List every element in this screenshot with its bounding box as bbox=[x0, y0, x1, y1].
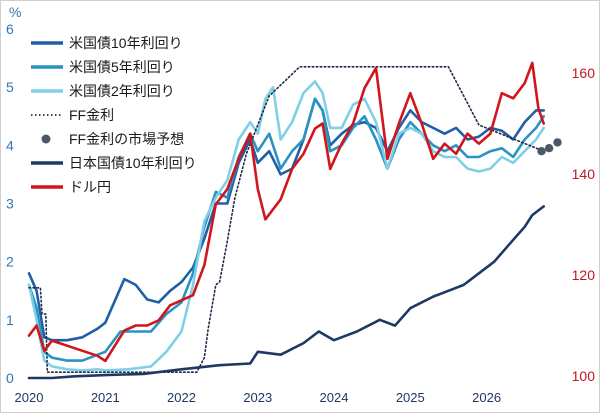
right-tick-label: 160 bbox=[572, 65, 596, 81]
x-tick-label: 2020 bbox=[15, 390, 44, 405]
x-tick-label: 2026 bbox=[472, 390, 501, 405]
series-2-line bbox=[27, 97, 546, 362]
series-layer bbox=[27, 61, 562, 380]
legend-item: 米国債2年利回り bbox=[31, 83, 175, 99]
x-tick-label: 2025 bbox=[396, 390, 425, 405]
right-tick-label: 120 bbox=[572, 267, 596, 283]
series-1-line bbox=[27, 97, 546, 342]
left-tick-label: 1 bbox=[6, 312, 14, 328]
left-tick-label: 0 bbox=[6, 370, 14, 386]
x-tick-label: 2024 bbox=[320, 390, 349, 405]
legend-item: 米国債10年利回り bbox=[31, 35, 183, 51]
forecast-point bbox=[544, 144, 554, 153]
x-tick-label: 2023 bbox=[243, 390, 272, 405]
legend-marker bbox=[41, 134, 51, 144]
left-tick-label: 2 bbox=[6, 254, 14, 270]
legend-item: FF金利 bbox=[31, 107, 114, 123]
right-tick-label: 100 bbox=[572, 368, 596, 384]
left-tick-label: 6 bbox=[6, 21, 14, 37]
right-tick-label: 140 bbox=[572, 166, 596, 182]
x-tick-label: 2021 bbox=[91, 390, 120, 405]
series-6-line bbox=[27, 61, 546, 363]
left-axis-unit: % bbox=[9, 4, 21, 20]
forecast-point bbox=[537, 147, 546, 156]
series-3-line bbox=[27, 80, 546, 372]
x-axis-ticks: 2020 2021 2022 2023 2024 2025 2026 bbox=[15, 390, 502, 405]
legend-label: 米国債5年利回り bbox=[69, 59, 175, 75]
legend-item: FF金利の市場予想 bbox=[41, 131, 184, 147]
legend-item: 日本国債10年利回り bbox=[31, 155, 197, 171]
x-tick-label: 2022 bbox=[167, 390, 196, 405]
legend-item: ドル円 bbox=[31, 179, 111, 195]
legend-item: 米国債5年利回り bbox=[31, 59, 175, 75]
legend-label: 日本国債10年利回り bbox=[69, 155, 197, 171]
right-axis-ticks: 100 120 140 160 bbox=[572, 65, 596, 384]
legend-label: 米国債2年利回り bbox=[69, 83, 175, 99]
left-tick-label: 3 bbox=[6, 196, 14, 212]
left-tick-label: 4 bbox=[6, 137, 14, 153]
legend-label: FF金利 bbox=[69, 107, 114, 123]
left-axis-ticks: 0 1 2 3 4 5 6 bbox=[6, 21, 14, 386]
series-5-line bbox=[27, 205, 546, 380]
forecast-point bbox=[553, 138, 562, 147]
legend-label: 米国債10年利回り bbox=[69, 35, 183, 51]
legend-label: FF金利の市場予想 bbox=[69, 131, 184, 147]
series-4-line bbox=[28, 66, 545, 374]
left-tick-label: 5 bbox=[6, 79, 14, 95]
legend-label: ドル円 bbox=[69, 179, 111, 195]
